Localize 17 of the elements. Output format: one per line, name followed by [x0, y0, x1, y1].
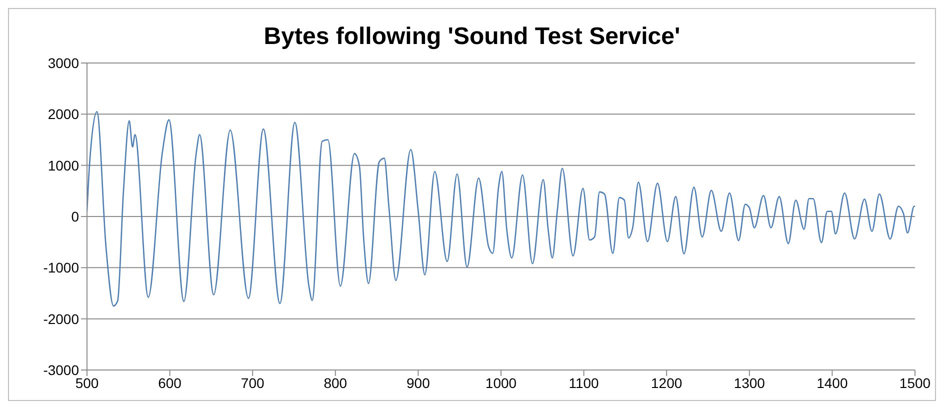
x-tick-label: 1300 [734, 374, 766, 391]
x-tick-label: 600 [158, 374, 182, 391]
y-tick-label: -2000 [43, 310, 80, 327]
x-tick-label: 1400 [816, 374, 848, 391]
x-tick-label: 1500 [899, 374, 931, 391]
x-tick-label: 800 [324, 374, 348, 391]
x-tick-label: 1100 [568, 374, 600, 391]
x-tick-label: 1200 [651, 374, 682, 391]
y-tick-label: 1000 [48, 157, 80, 174]
x-tick-label: 700 [240, 374, 264, 391]
y-tick-label: -1000 [43, 260, 80, 276]
y-tick-label: 3000 [48, 54, 80, 71]
y-tick-label: 2000 [48, 106, 80, 122]
x-tick-label: 900 [406, 374, 430, 391]
x-tick-label: 1000 [485, 374, 517, 391]
y-tick-label: 0 [71, 208, 80, 224]
chart-title: Bytes following 'Sound Test Service' [264, 23, 680, 50]
